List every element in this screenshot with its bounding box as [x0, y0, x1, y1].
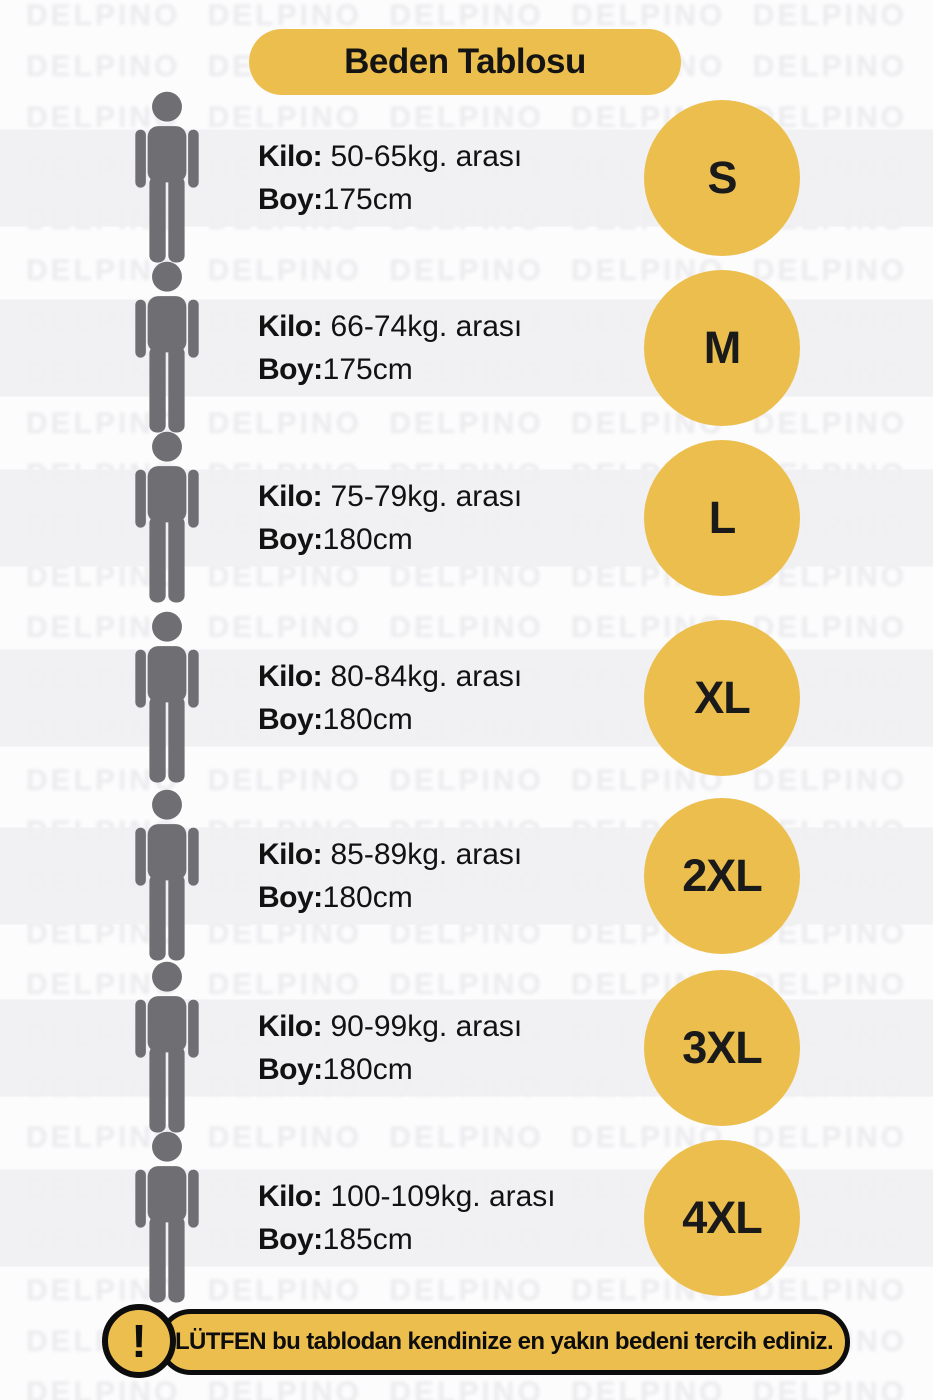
size-label: S [707, 152, 737, 203]
warning-text: LÜTFEN bu tablodan kendinize en yakın be… [174, 1328, 834, 1355]
size-badge: XL [644, 620, 800, 776]
page-title: Beden Tablosu [344, 42, 586, 81]
size-row-4xl: Kilo: 100-109kg. arası Boy:185cm 4XL [0, 1130, 933, 1306]
size-label: 4XL [682, 1192, 763, 1243]
kilo-label: Kilo: [258, 480, 323, 513]
kilo-label: Kilo: [258, 838, 323, 871]
kilo-value: 100-109kg. arası [322, 1180, 556, 1213]
size-row-xl: Kilo: 80-84kg. arası Boy:180cm XL [0, 610, 933, 786]
size-row-m: Kilo: 66-74kg. arası Boy:175cm M [0, 260, 933, 436]
person-icon [106, 610, 228, 786]
person-icon [106, 1130, 228, 1306]
row-info: Kilo: 90-99kg. arası Boy:180cm [258, 1005, 522, 1091]
exclamation-icon: ! [102, 1304, 176, 1378]
boy-value: 180cm [322, 523, 413, 556]
kilo-label: Kilo: [258, 660, 323, 693]
boy-label: Boy: [258, 703, 323, 736]
row-info: Kilo: 100-109kg. arası Boy:185cm [258, 1175, 556, 1261]
kilo-value: 66-74kg. arası [322, 310, 523, 343]
boy-value: 180cm [322, 1053, 413, 1086]
kilo-label: Kilo: [258, 1010, 323, 1043]
kilo-value: 80-84kg. arası [322, 660, 523, 693]
size-label: XL [694, 672, 751, 723]
size-badge: 2XL [644, 798, 800, 954]
boy-value: 175cm [322, 353, 413, 386]
size-badge: L [644, 440, 800, 596]
person-icon [106, 260, 228, 436]
row-info: Kilo: 50-65kg. arası Boy:175cm [258, 135, 522, 221]
chart-title-pill: Beden Tablosu [249, 29, 681, 95]
kilo-value: 75-79kg. arası [322, 480, 523, 513]
boy-label: Boy: [258, 523, 323, 556]
size-row-3xl: Kilo: 90-99kg. arası Boy:180cm 3XL [0, 960, 933, 1136]
person-icon [106, 430, 228, 606]
row-info: Kilo: 80-84kg. arası Boy:180cm [258, 655, 522, 741]
kilo-label: Kilo: [258, 140, 323, 173]
size-row-2xl: Kilo: 85-89kg. arası Boy:180cm 2XL [0, 788, 933, 964]
kilo-value: 85-89kg. arası [322, 838, 523, 871]
row-info: Kilo: 75-79kg. arası Boy:180cm [258, 475, 522, 561]
boy-value: 180cm [322, 703, 413, 736]
footer-warning: ! LÜTFEN bu tablodan kendinize en yakın … [0, 1296, 933, 1386]
size-label: 3XL [682, 1022, 763, 1073]
row-info: Kilo: 85-89kg. arası Boy:180cm [258, 833, 522, 919]
boy-value: 180cm [322, 881, 413, 914]
boy-label: Boy: [258, 1053, 323, 1086]
person-icon [106, 960, 228, 1136]
size-badge: 4XL [644, 1140, 800, 1296]
boy-label: Boy: [258, 183, 323, 216]
boy-label: Boy: [258, 1223, 323, 1256]
boy-label: Boy: [258, 881, 323, 914]
kilo-label: Kilo: [258, 1180, 323, 1213]
row-info: Kilo: 66-74kg. arası Boy:175cm [258, 305, 522, 391]
size-label: 2XL [682, 850, 763, 901]
size-badge: M [644, 270, 800, 426]
size-label: L [708, 492, 736, 543]
kilo-label: Kilo: [258, 310, 323, 343]
person-icon [106, 90, 228, 266]
kilo-value: 50-65kg. arası [322, 140, 523, 173]
kilo-value: 90-99kg. arası [322, 1010, 523, 1043]
size-badge: S [644, 100, 800, 256]
size-row-s: Kilo: 50-65kg. arası Boy:175cm S [0, 90, 933, 266]
person-icon [106, 788, 228, 964]
boy-value: 175cm [322, 183, 413, 216]
boy-value: 185cm [322, 1223, 413, 1256]
size-badge: 3XL [644, 970, 800, 1126]
size-label: M [703, 322, 741, 373]
warning-pill: LÜTFEN bu tablodan kendinize en yakın be… [158, 1309, 850, 1375]
boy-label: Boy: [258, 353, 323, 386]
size-row-l: Kilo: 75-79kg. arası Boy:180cm L [0, 430, 933, 606]
